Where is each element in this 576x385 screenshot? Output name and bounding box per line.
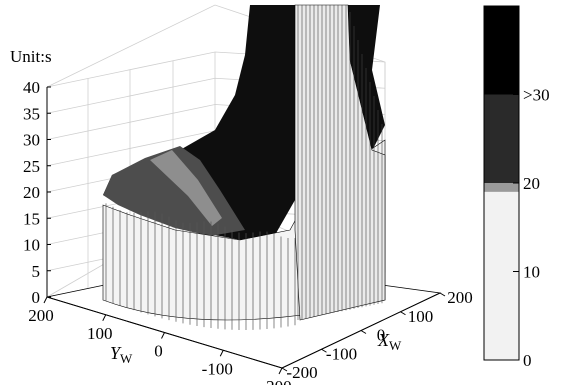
surface — [102, 4, 386, 330]
z-tick-label: 35 — [23, 104, 40, 123]
colorbar-tick-label: 10 — [523, 263, 540, 282]
z-tick-label: 10 — [23, 236, 40, 255]
colorbar-tick-label: 0 — [523, 351, 532, 370]
colorbar-ticks: 0 10 20 >30 — [513, 86, 550, 370]
y-tick-label: 0 — [154, 342, 163, 361]
x-tick-mark — [321, 348, 327, 353]
x-tick-label: 0 — [377, 326, 386, 345]
y-tick-mark — [102, 314, 107, 321]
x-tick-label: -100 — [326, 344, 357, 363]
z-axis-ticks: 0 5 10 15 20 25 30 35 40 — [23, 78, 51, 307]
colorbar-band — [484, 183, 519, 192]
y-tick-label: 100 — [87, 324, 113, 343]
x-tick-mark — [281, 367, 288, 372]
x-tick-mark — [439, 292, 446, 297]
x-tick-mark — [400, 311, 406, 316]
x-axis-label: XW — [377, 330, 402, 353]
y-axis-label: YW — [110, 343, 133, 366]
colorbar: 0 10 20 >30 — [483, 5, 550, 370]
y-tick-mark — [43, 296, 48, 304]
colorbar-bands — [484, 6, 519, 360]
x-tick-label: 200 — [447, 288, 473, 307]
z-tick-label: 15 — [23, 209, 40, 228]
z-tick-label: 40 — [23, 78, 40, 97]
colorbar-tick-label: 20 — [523, 174, 540, 193]
x-tick-label: 100 — [408, 307, 434, 326]
z-tick-label: 5 — [32, 262, 41, 281]
x-axis-ticks: -200 -100 0 100 200 — [281, 288, 473, 382]
cylinder-wall-stripes — [105, 203, 296, 330]
y-tick-label: 200 — [28, 306, 54, 325]
colorbar-tick-label: >30 — [523, 86, 550, 105]
central-spike-stripes — [297, 5, 383, 320]
z-tick-label: 30 — [23, 131, 40, 150]
y-tick-label: -100 — [202, 359, 233, 378]
colorbar-band — [484, 6, 519, 95]
y-tick-mark — [161, 332, 165, 339]
x-tick-mark — [360, 330, 367, 334]
colorbar-band — [484, 191, 519, 360]
z-tick-label: 25 — [23, 157, 40, 176]
central-spike — [294, 4, 386, 321]
y-tick-mark — [219, 350, 224, 357]
z-tick-label: 20 — [23, 183, 40, 202]
z-tick-label: 0 — [32, 288, 41, 307]
surface-light-stripe — [150, 150, 222, 226]
y-axis-ticks: 200 100 0 -100 -200 — [28, 296, 292, 385]
x-tick-label: -200 — [286, 363, 317, 382]
unit-label: Unit:s — [10, 47, 52, 66]
y-tick-label: -200 — [260, 377, 291, 385]
colorbar-band — [484, 94, 519, 183]
y-tick-mark — [278, 367, 283, 375]
